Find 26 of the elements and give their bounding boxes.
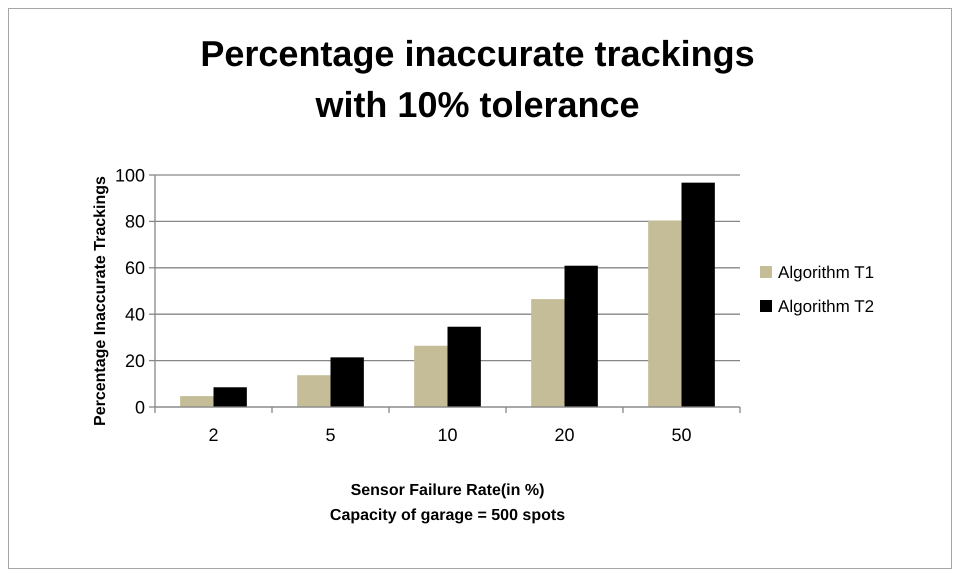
bar [414, 346, 448, 407]
x-tick-label: 5 [325, 425, 336, 445]
bar [564, 266, 598, 407]
bar [330, 357, 364, 407]
bar [682, 182, 715, 407]
x-tick-label: 2 [208, 425, 219, 445]
y-tick-label: 0 [134, 397, 145, 418]
bar [297, 375, 330, 407]
y-tick-label: 100 [114, 165, 145, 186]
bar [180, 396, 214, 407]
y-tick-label: 60 [124, 258, 145, 278]
bar [214, 387, 247, 407]
y-tick-label: 80 [124, 212, 145, 232]
y-tick-label: 40 [124, 304, 145, 324]
y-tick-label: 20 [124, 350, 145, 371]
legend-label: Algorithm T2 [778, 296, 874, 316]
x-tick-label: 50 [671, 425, 692, 445]
x-tick-label: 20 [554, 425, 575, 445]
bar [648, 220, 682, 407]
legend-label: Algorithm T1 [778, 262, 874, 282]
chart-title: Percentage inaccurate trackings with 10% tolerance [200, 33, 755, 125]
y-axis-title: Percentage Inaccurate Trackings [92, 176, 109, 426]
bar [531, 299, 564, 407]
bar [448, 326, 481, 407]
x-axis-title: Sensor Failure Rate(in %) Capacity of garage = 500 spots [330, 482, 566, 524]
x-tick-label: 10 [437, 425, 458, 445]
